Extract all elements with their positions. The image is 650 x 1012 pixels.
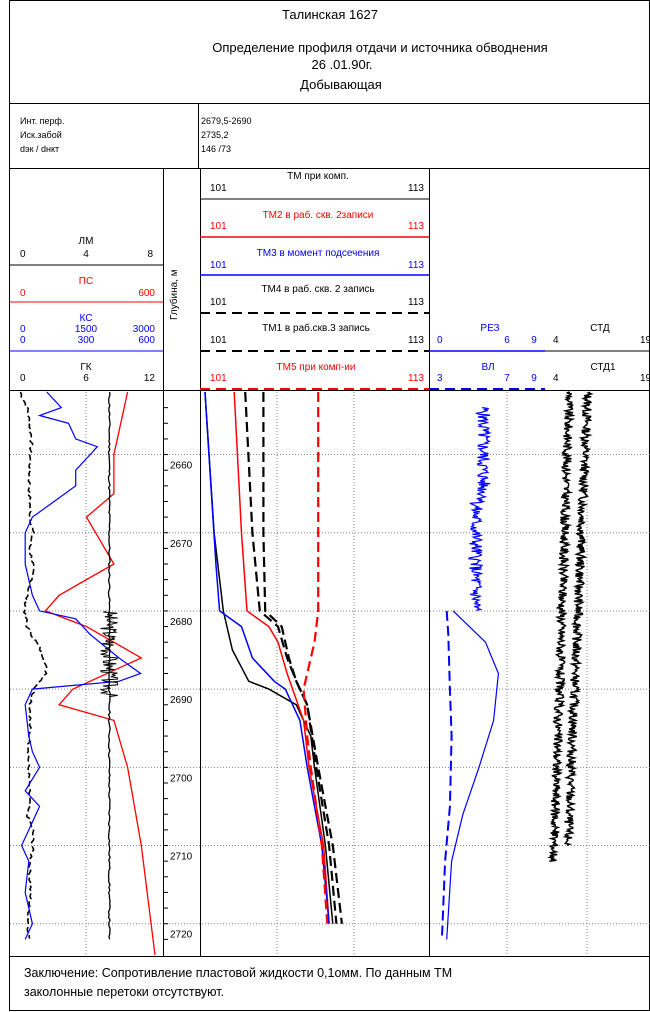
rez-scale-min: 0 bbox=[437, 335, 443, 346]
std1-scale-max: 19 bbox=[640, 373, 650, 384]
info-label-bottom: Иск.забой bbox=[20, 130, 62, 140]
tm4-name: ТМ4 в раб. скв. 2 запись bbox=[261, 283, 374, 295]
conclusion-line-1: Заключение: Сопротивление пластовой жидк… bbox=[24, 966, 453, 980]
conclusion: Заключение: Сопротивление пластовой жидк… bbox=[24, 964, 634, 1002]
std1-scale-min: 4 bbox=[553, 373, 559, 384]
std-name: СТД bbox=[590, 323, 610, 334]
tm-scale-max: 113 bbox=[408, 183, 424, 194]
tm5-curve bbox=[302, 392, 329, 924]
std-scale-max: 19 bbox=[640, 335, 650, 346]
ps-scale-max: 600 bbox=[138, 288, 155, 299]
conclusion-line-2: заколонные перетоки отсутствуют. bbox=[24, 985, 225, 999]
ks-scale-mid: 1500 bbox=[75, 324, 98, 335]
ps-scale-min: 0 bbox=[20, 288, 26, 299]
ks-name: КС bbox=[80, 313, 93, 324]
depth-tick-label: 2720 bbox=[170, 930, 193, 941]
gk-scale-max: 12 bbox=[144, 373, 156, 384]
depth-tick-label: 2710 bbox=[170, 852, 193, 863]
tm1-name: ТМ1 в раб.скв.3 запись bbox=[262, 322, 370, 334]
rez-curve bbox=[467, 407, 492, 611]
std-curve bbox=[547, 391, 576, 862]
tm1-scale-max: 113 bbox=[408, 335, 424, 346]
depth-tick-label: 2670 bbox=[170, 539, 193, 550]
gk-spikes bbox=[99, 610, 119, 698]
info-value-bottom: 2735,2 bbox=[201, 130, 229, 140]
ks-curve bbox=[20, 391, 142, 940]
info-label-perforation: Инт. перф. bbox=[20, 116, 64, 126]
header-line-2: Определение профиля отдачи и источника о… bbox=[212, 40, 547, 55]
tm2-name: ТМ2 в раб. скв. 2записи bbox=[263, 209, 374, 221]
ks-scale-max: 3000 bbox=[133, 324, 156, 335]
tm5-scale-max: 113 bbox=[408, 373, 424, 384]
tm3-scale-min: 101 bbox=[210, 260, 227, 271]
depth-tick-label: 2660 bbox=[170, 461, 193, 472]
lm-name: ЛМ bbox=[79, 236, 94, 247]
tm2-scale-max: 113 bbox=[408, 221, 424, 232]
lm-curve bbox=[19, 391, 48, 939]
depth-tick-labels: 2660 2670 2680 2690 2700 2710 2720 bbox=[170, 461, 193, 941]
ks-scale2-min: 0 bbox=[20, 335, 26, 346]
depth-axis-label: Глубина, м bbox=[168, 269, 180, 320]
depth-tick-label: 2690 bbox=[170, 695, 193, 706]
depth-tick-label: 2680 bbox=[170, 617, 193, 628]
lm-scale-min: 0 bbox=[20, 249, 26, 260]
header-line-4: Добывающая bbox=[300, 77, 382, 92]
tm1-curve bbox=[262, 392, 343, 924]
lm-scale-max: 8 bbox=[147, 249, 153, 260]
ps-curve bbox=[44, 391, 156, 956]
tm5-name: ТМ5 при комп-ии bbox=[277, 362, 356, 373]
std1-curve bbox=[562, 391, 594, 846]
tm5-scale-min: 101 bbox=[210, 373, 227, 384]
vl-curve bbox=[440, 610, 453, 940]
depth-tick-label: 2700 bbox=[170, 773, 193, 784]
rez-scale-mid: 6 bbox=[504, 335, 510, 346]
tm3-scale-max: 113 bbox=[408, 260, 424, 271]
std1-name: СТД1 bbox=[591, 362, 616, 373]
vl-name: ВЛ bbox=[481, 362, 494, 373]
tm2-curve bbox=[233, 391, 330, 924]
ks-scale2-max: 600 bbox=[138, 335, 155, 346]
tm-name: ТМ при комп. bbox=[287, 171, 349, 182]
lm-scale-mid: 4 bbox=[83, 249, 89, 260]
vl-scale-mid: 7 bbox=[504, 373, 510, 384]
info-value-perforation: 2679,5-2690 bbox=[201, 116, 252, 126]
header-line-3: 26 .01.90г. bbox=[312, 57, 373, 72]
tm1-scale-min: 101 bbox=[210, 335, 227, 346]
tm3-name: ТМ3 в момент подсечения bbox=[257, 248, 380, 259]
tm-curve bbox=[204, 391, 334, 924]
vl-scale-min: 3 bbox=[437, 373, 443, 384]
tm4-scale-max: 113 bbox=[408, 297, 424, 308]
ks-scale-min: 0 bbox=[20, 324, 26, 335]
header-line-1: Талинская 1627 bbox=[282, 7, 378, 22]
log-curves bbox=[19, 391, 594, 956]
gk-name: ГК bbox=[80, 362, 91, 373]
std-scale-min: 4 bbox=[553, 335, 559, 346]
ks-scale2-mid: 300 bbox=[78, 335, 95, 346]
info-label-diameter: dэк / dнкт bbox=[20, 144, 59, 154]
tm4-scale-min: 101 bbox=[210, 297, 227, 308]
gk-scale-min: 0 bbox=[20, 373, 26, 384]
vl-scale-max: 9 bbox=[531, 373, 537, 384]
info-value-diameter: 146 /73 bbox=[201, 144, 231, 154]
tm-scale-min: 101 bbox=[210, 183, 227, 194]
tm3-curve bbox=[204, 391, 330, 924]
ps-name: ПС bbox=[79, 276, 93, 287]
vl-res-curve bbox=[446, 610, 500, 940]
tm2-scale-min: 101 bbox=[210, 221, 227, 232]
rez-scale-max: 9 bbox=[531, 335, 537, 346]
rez-name: РЕЗ bbox=[480, 323, 499, 334]
gk-scale-mid: 6 bbox=[83, 373, 89, 384]
